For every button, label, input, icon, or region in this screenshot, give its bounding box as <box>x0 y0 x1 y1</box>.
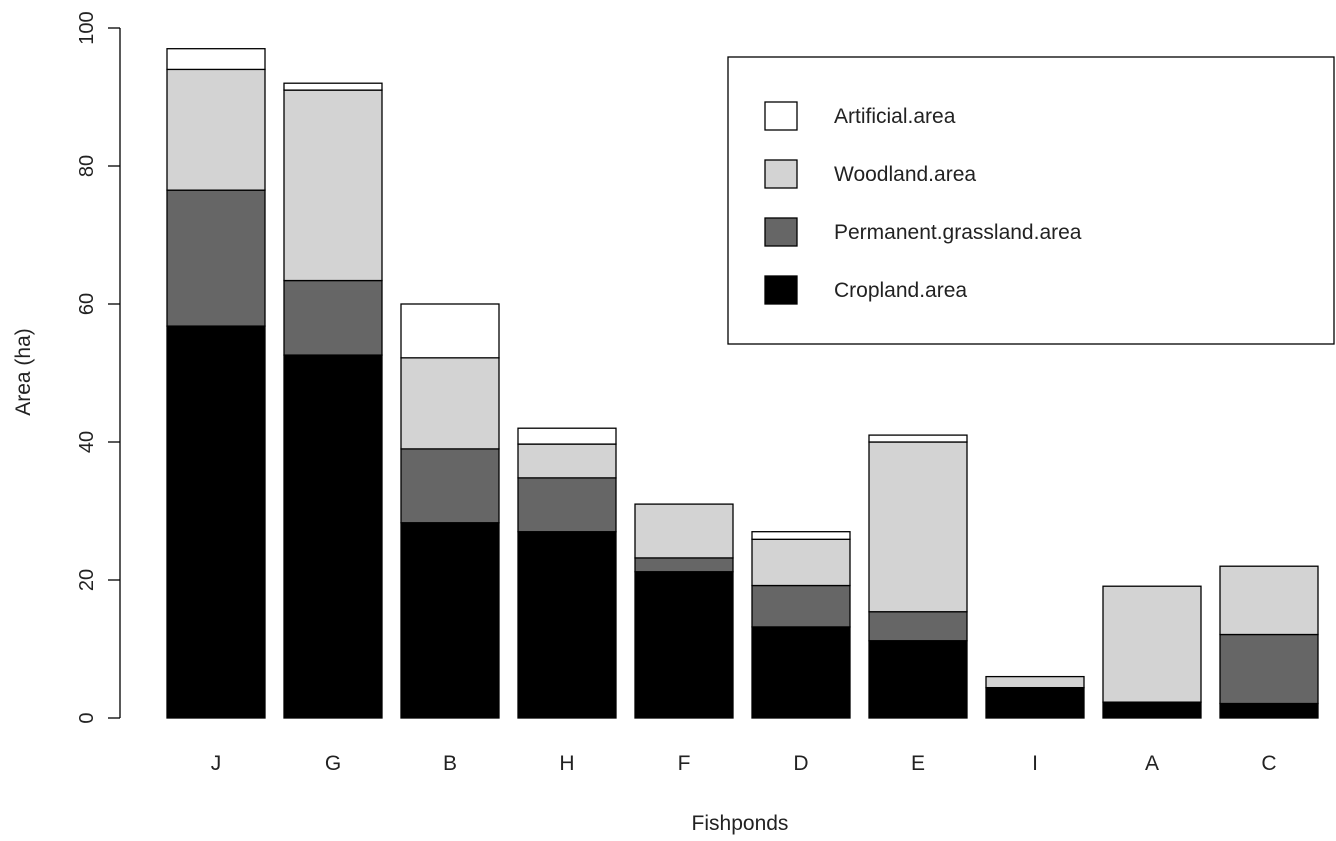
bar-segment <box>400 448 500 524</box>
legend-label: Cropland.area <box>834 279 967 302</box>
x-category-label: H <box>559 752 574 775</box>
bar-segment <box>751 538 851 587</box>
bar-segment <box>283 89 383 282</box>
y-axis: 0 20 40 60 80 100 <box>76 11 121 724</box>
bar-segment <box>166 68 266 191</box>
bar-stack-F <box>634 503 734 719</box>
bar-segment <box>166 325 266 719</box>
y-axis-title: Area (ha) <box>12 328 35 416</box>
bars-group <box>166 48 1319 719</box>
bar-segment <box>400 522 500 719</box>
bar-segment <box>283 354 383 719</box>
bar-segment <box>517 443 617 479</box>
x-axis-title: Fishponds <box>692 812 789 835</box>
bar-segment <box>517 531 617 719</box>
bar-stack-A <box>1102 585 1202 719</box>
bar-stack-G <box>283 82 383 719</box>
bar-segment <box>751 626 851 719</box>
bar-stack-E <box>868 434 968 719</box>
y-tick-label: 80 <box>76 155 98 177</box>
bar-stack-J <box>166 48 266 719</box>
bar-segment <box>751 531 851 540</box>
x-category-label: G <box>325 752 341 775</box>
legend-swatch <box>764 101 798 131</box>
bar-segment <box>868 434 968 443</box>
bar-segment <box>634 503 734 559</box>
bar-segment <box>868 640 968 719</box>
bar-segment <box>1102 701 1202 719</box>
bar-segment <box>166 189 266 327</box>
bar-segment <box>985 675 1085 689</box>
bar-segment <box>1219 565 1319 636</box>
y-tick-label: 40 <box>76 431 98 453</box>
y-tick-label: 100 <box>76 11 98 44</box>
x-category-label: D <box>793 752 808 775</box>
bar-segment <box>517 427 617 445</box>
legend-box <box>727 56 1335 345</box>
bar-segment <box>868 611 968 642</box>
bar-segment <box>634 557 734 573</box>
y-tick-label: 60 <box>76 293 98 315</box>
legend-label: Permanent.grassland.area <box>834 221 1082 244</box>
bar-segment <box>517 477 617 533</box>
bar-segment <box>868 441 968 613</box>
bar-stack-H <box>517 427 617 719</box>
bar-segment <box>634 571 734 719</box>
bar-segment <box>400 303 500 359</box>
legend-swatch <box>764 275 798 305</box>
x-category-label: B <box>443 752 457 775</box>
x-category-label: F <box>678 752 691 775</box>
y-tick-label: 20 <box>76 569 98 591</box>
bar-segment <box>166 48 266 71</box>
y-tick-label: 0 <box>76 712 98 723</box>
bar-stack-I <box>985 675 1085 719</box>
x-category-label: E <box>911 752 925 775</box>
x-category-label: J <box>211 752 222 775</box>
x-category-label: C <box>1261 752 1276 775</box>
legend-swatch <box>764 159 798 189</box>
bar-stack-B <box>400 303 500 719</box>
bar-segment <box>1102 585 1202 703</box>
bar-segment <box>985 686 1085 719</box>
legend-swatch <box>764 217 798 247</box>
x-category-label: A <box>1145 752 1159 775</box>
bar-stack-C <box>1219 565 1319 719</box>
bar-segment <box>283 279 383 356</box>
bar-segment <box>1219 633 1319 705</box>
legend-label: Woodland.area <box>834 163 976 186</box>
bar-segment <box>400 357 500 450</box>
bar-segment <box>751 584 851 628</box>
bar-segment <box>283 82 383 91</box>
bar-segment <box>1219 702 1319 719</box>
legend-label: Artificial.area <box>834 105 956 128</box>
x-category-label: I <box>1032 752 1038 775</box>
legend: Artificial.area Woodland.area Permanent.gr… <box>727 56 1335 345</box>
bar-stack-D <box>751 531 851 719</box>
